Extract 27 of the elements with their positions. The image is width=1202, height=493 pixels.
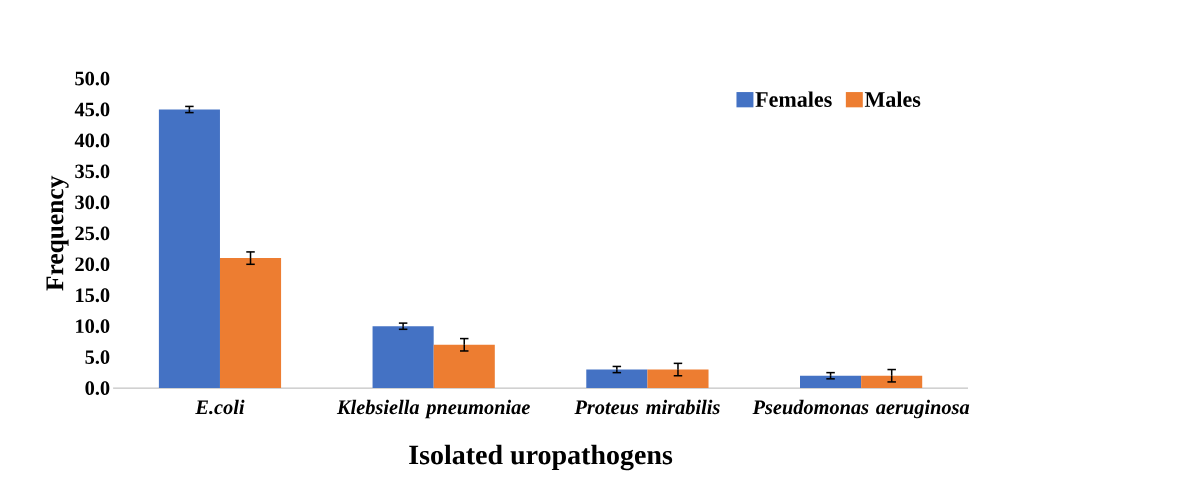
x-axis-title: Isolated uropathogens	[409, 444, 673, 471]
y-tick-label: 40.0	[74, 133, 110, 148]
legend-label: Females	[755, 91, 832, 108]
y-axis-title: Frequency	[46, 175, 69, 291]
y-tick-label: 0.0	[85, 381, 110, 396]
x-tick-label: Proteus mirabilis	[574, 399, 720, 415]
bar	[433, 344, 495, 389]
bar	[800, 375, 862, 389]
x-tick-label: Klebsiella pneumoniae	[336, 399, 530, 419]
bar	[372, 326, 434, 389]
y-tick-label: 30.0	[75, 195, 110, 210]
y-tick-label: 35.0	[75, 164, 110, 179]
y-tick-label: 5.0	[85, 350, 110, 365]
bar	[586, 369, 648, 389]
y-tick-label: 45.0	[74, 102, 110, 117]
bar	[861, 375, 923, 389]
legend-label: Males	[864, 91, 921, 108]
bar	[219, 258, 282, 389]
bar	[647, 369, 709, 389]
bar	[158, 109, 220, 389]
y-tick-label: 25.0	[75, 226, 110, 241]
y-tick-label: 20.0	[75, 257, 110, 272]
y-tick-label: 15.0	[76, 288, 110, 303]
y-tick-label: 50.0	[75, 71, 110, 86]
x-tick-label: Pseudomonas aeruginosa	[752, 399, 970, 419]
y-tick-label: 10.0	[76, 319, 110, 334]
x-tick-label: E.coli	[195, 399, 245, 415]
